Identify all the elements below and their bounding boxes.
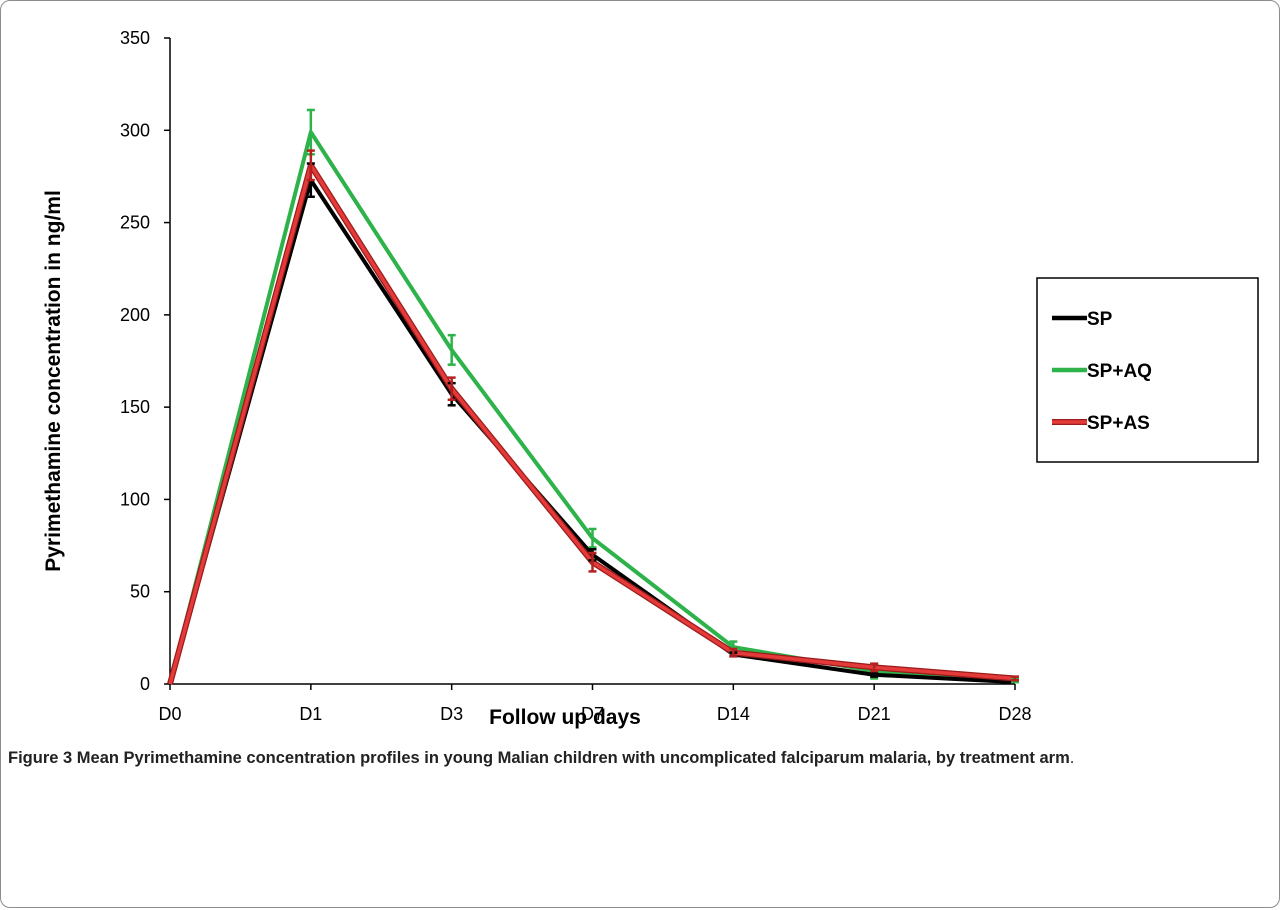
x-ticks: D0 D1 D3 D7 D14 D21 D28 [158, 684, 1032, 724]
axes [169, 38, 1015, 685]
y-axis-title: Pyrimethamine concentration in ng/ml [42, 190, 65, 572]
caption-end: . [1069, 749, 1075, 767]
y-tick-label: 200 [120, 305, 150, 325]
legend-label-sp: SP [1087, 309, 1113, 330]
y-tick-label: 350 [120, 28, 150, 48]
y-ticks: 0 50 100 150 200 250 300 350 [120, 28, 170, 694]
series-line-sp [168, 178, 1016, 685]
series-line-sp-as [168, 163, 1016, 685]
caption-text: Mean Pyrimethamine concentration profile… [76, 749, 1070, 767]
caption-label: Figure 3 [8, 749, 73, 767]
y-tick-label: 300 [120, 120, 150, 140]
legend-label-sp-aq: SP+AQ [1087, 361, 1152, 382]
y-tick-label: 50 [130, 582, 150, 602]
x-tick-label: D3 [440, 704, 463, 724]
x-tick-label: D21 [858, 704, 891, 724]
y-tick-label: 0 [140, 674, 150, 694]
y-tick-label: 150 [120, 397, 150, 417]
x-axis-title: Follow up days [489, 706, 641, 729]
x-tick-label: D7 [581, 704, 604, 724]
y-tick-label: 100 [120, 489, 150, 509]
figure-caption: Figure 3 Mean Pyrimethamine concentratio… [8, 745, 1270, 771]
y-tick-label: 250 [120, 213, 150, 233]
series-line-outline-sp-as [167, 162, 1016, 685]
legend-label-sp-as: SP+AS [1087, 413, 1150, 434]
x-tick-label: D0 [158, 704, 181, 724]
legend: SP SP+AQ SP+AS [1036, 277, 1259, 463]
error-bars [306, 108, 1019, 684]
x-tick-label: D28 [998, 704, 1031, 724]
x-tick-label: D1 [299, 704, 322, 724]
x-tick-label: D14 [717, 704, 750, 724]
series-lines [167, 130, 1016, 685]
